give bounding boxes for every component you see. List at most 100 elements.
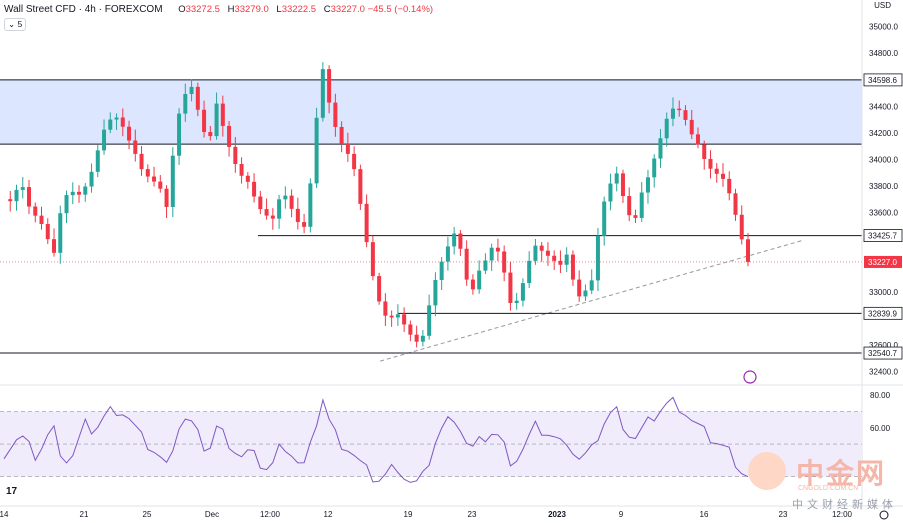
- candle-body: [464, 248, 469, 280]
- candle-body: [746, 239, 750, 262]
- candle-body: [327, 69, 332, 103]
- candle-body: [545, 250, 550, 256]
- candle-body: [583, 290, 588, 297]
- price-tick-label: 35000.0: [869, 23, 898, 32]
- candle-body: [408, 324, 413, 335]
- candle-body: [402, 314, 407, 325]
- candle-body: [139, 153, 144, 170]
- candle-body: [14, 189, 19, 202]
- candle-body: [439, 261, 444, 280]
- candle-body: [352, 153, 357, 170]
- level-label: 32540.7: [868, 349, 897, 358]
- candle-body: [195, 86, 200, 110]
- candle-body: [552, 255, 557, 261]
- candle-body: [239, 164, 244, 176]
- candle-body: [639, 192, 644, 218]
- candle-body: [677, 108, 682, 111]
- level-label-box: [863, 229, 903, 242]
- candle-body: [652, 158, 657, 178]
- candle-body: [395, 314, 400, 318]
- indicator-count-chip[interactable]: ⌄ 5: [4, 18, 27, 31]
- candle-body: [502, 251, 507, 273]
- candle-body: [383, 301, 388, 316]
- level-label-box: [863, 73, 903, 87]
- candle-body: [739, 214, 744, 240]
- candle-body: [45, 224, 50, 240]
- candle-body: [695, 134, 700, 145]
- time-tick-label: 9: [619, 510, 624, 519]
- time-tick-label: 14: [0, 510, 9, 519]
- candle-body: [458, 233, 463, 249]
- candle-body: [220, 103, 225, 126]
- candle-body: [258, 196, 263, 210]
- watermark-subtitle: 中文财经新媒体: [792, 499, 897, 511]
- open-value: 33272.5: [185, 4, 220, 15]
- candle-body: [277, 199, 282, 219]
- candle-body: [64, 195, 69, 214]
- price-tick-label: 32600.0: [869, 341, 898, 350]
- candle-body: [295, 208, 300, 223]
- candle-body: [389, 315, 394, 318]
- candle-body: [339, 126, 344, 144]
- low-label: L: [276, 4, 282, 15]
- candle-body: [20, 187, 25, 190]
- rsi-tick-label: 60.00: [870, 424, 891, 433]
- price-tick-label: 33000.0: [869, 288, 898, 297]
- alert-icon: [743, 370, 757, 384]
- candle-body: [664, 118, 669, 139]
- candle-body: [158, 181, 163, 189]
- price-tick-label: 34800.0: [869, 49, 898, 58]
- candle-body: [377, 276, 382, 302]
- time-tick-label: 2023: [548, 510, 566, 519]
- candle-body: [308, 183, 313, 227]
- open-label: O: [178, 4, 186, 15]
- candle-body: [433, 279, 438, 306]
- watermark: 中金网 CNGOLD.COM.CN 中文财经新媒体: [748, 452, 898, 511]
- close-value: 33227.0: [330, 4, 365, 15]
- candle-body: [245, 175, 250, 182]
- time-tick-label: 12:00: [832, 510, 853, 519]
- candle-body: [164, 188, 169, 207]
- level-label: 34598.6: [868, 76, 897, 85]
- candle-body: [202, 109, 207, 133]
- candle-body: [477, 270, 482, 290]
- candle-body: [70, 191, 75, 196]
- settings-gear-icon[interactable]: [879, 510, 889, 520]
- candle-body: [658, 138, 663, 159]
- candle-body: [489, 247, 494, 261]
- candle-body: [364, 203, 369, 243]
- candle-body: [589, 280, 594, 291]
- candle-body: [514, 300, 519, 304]
- candle-body: [602, 201, 607, 236]
- candle-body: [127, 126, 132, 141]
- candle-body: [720, 173, 725, 179]
- candle-body: [683, 110, 688, 120]
- time-tick-label: 12: [324, 510, 333, 519]
- candle-body: [114, 117, 119, 120]
- candle-body: [39, 215, 44, 225]
- candle-body: [145, 169, 150, 177]
- candle-body: [314, 117, 319, 184]
- ohlc-values: O33272.5 H33279.0 L33222.5 C33227.0 −45.…: [173, 4, 433, 15]
- candle-body: [608, 183, 613, 202]
- watermark-title: 中金网: [796, 458, 887, 489]
- time-tick-label: 21: [80, 510, 89, 519]
- candle-body: [427, 305, 432, 336]
- time-tick-label: 23: [468, 510, 477, 519]
- candle-body: [539, 245, 544, 251]
- candle-body: [58, 213, 63, 253]
- candle-body: [670, 108, 675, 119]
- candle-body: [689, 119, 694, 135]
- candle-body: [83, 186, 88, 195]
- candle-body: [358, 169, 363, 204]
- time-tick-label: 25: [143, 510, 152, 519]
- price-tick-label: 33600.0: [869, 208, 898, 217]
- symbol-title[interactable]: Wall Street CFD · 4h · FOREXCOM: [4, 4, 163, 15]
- candle-body: [533, 245, 538, 261]
- candle-body: [708, 158, 713, 169]
- rsi-line: [3, 396, 749, 483]
- tradingview-logo: 17: [6, 486, 18, 497]
- time-tick-label: Dec: [205, 510, 219, 519]
- time-tick-label: 16: [700, 510, 709, 519]
